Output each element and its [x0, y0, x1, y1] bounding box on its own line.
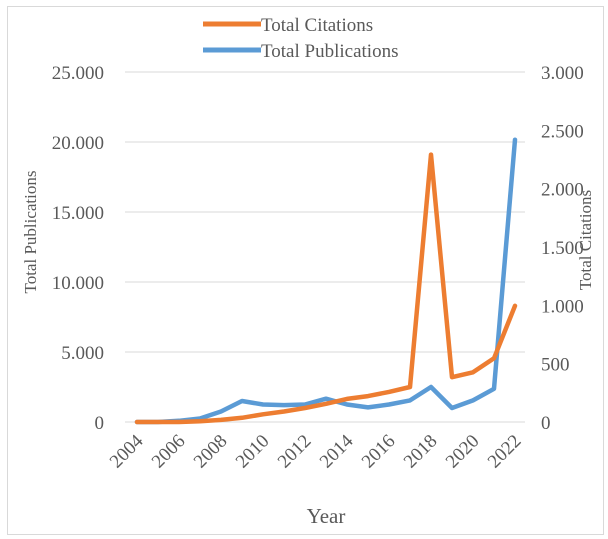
left-tick-label: 5.000: [61, 343, 104, 364]
left-tick-label: 10.000: [52, 273, 104, 294]
x-tick-label: 2008: [190, 431, 232, 473]
x-tick-label: 2004: [106, 430, 148, 472]
left-tick-label: 25.000: [52, 63, 104, 84]
right-tick-label: 3.000: [541, 63, 584, 84]
x-tick-label: 2022: [484, 431, 526, 473]
x-tick-label: 2014: [316, 430, 358, 472]
right-tick-label: 1.000: [541, 296, 584, 317]
x-tick-label: 2010: [232, 431, 274, 473]
legend: Total Citations Total Publications: [203, 15, 398, 62]
x-tick-label: 2018: [400, 431, 442, 473]
x-tick-label: 2020: [442, 431, 484, 473]
legend-label-publications: Total Publications: [261, 41, 398, 62]
series-lines: [134, 137, 518, 425]
series-line-publications: [134, 137, 518, 425]
right-axis-title: Total Citations: [576, 190, 595, 290]
right-tick-label: 500: [541, 355, 570, 376]
x-axis-ticks: 2004 2006 2008 2010 2012 2014 2016 2018 2020 2022: [106, 430, 526, 472]
left-tick-label: 20.000: [52, 133, 104, 154]
x-tick-label: 2006: [148, 431, 190, 473]
right-tick-label: 2.500: [541, 121, 584, 142]
x-tick-label: 2016: [358, 431, 400, 473]
legend-label-citations: Total Citations: [261, 15, 373, 36]
right-tick-label: 0: [541, 413, 551, 434]
left-tick-label: 0: [95, 413, 105, 434]
right-tick-label: 2.000: [541, 180, 584, 201]
series-line-citations: [134, 152, 518, 425]
left-tick-label: 15.000: [52, 203, 104, 224]
right-tick-label: 1.500: [541, 238, 584, 259]
x-tick-label: 2012: [274, 431, 316, 473]
left-axis-ticks: 0 5.000 10.000 15.000 20.000 25.000: [52, 63, 104, 434]
right-axis-ticks: 0 500 1.000 1.500 2.000 2.500 3.000: [541, 63, 584, 434]
gridlines: [125, 71, 525, 423]
x-axis-title: Year: [307, 504, 346, 528]
left-axis-title: Total Publications: [21, 171, 40, 294]
